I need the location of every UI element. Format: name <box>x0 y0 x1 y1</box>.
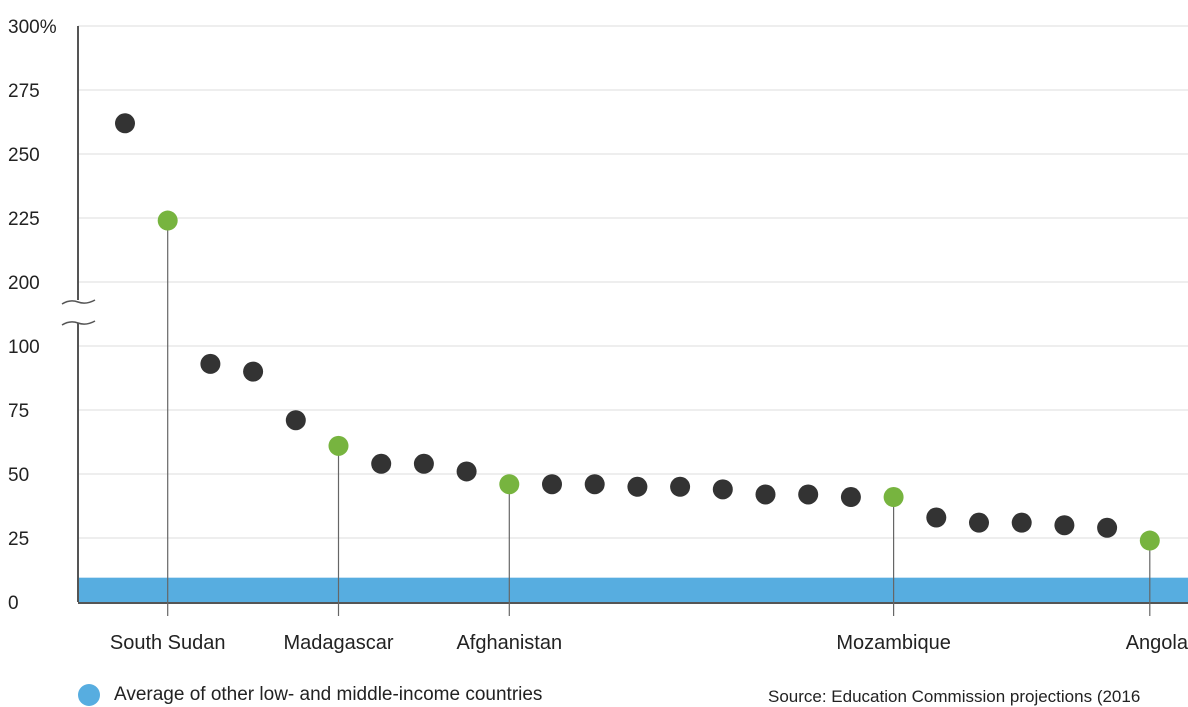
y-tick-label: 25 <box>8 529 29 550</box>
x-category-label: Mozambique <box>836 632 951 654</box>
y-tick-label: 100 <box>8 337 40 358</box>
data-point <box>371 453 392 474</box>
data-points <box>115 113 1160 551</box>
legend-swatch-average <box>78 684 100 706</box>
data-point <box>413 453 434 474</box>
highlighted-data-point <box>1139 530 1160 551</box>
x-category-label: Afghanistan <box>456 632 562 654</box>
data-point <box>1054 515 1075 536</box>
y-tick-label: 200 <box>8 273 40 294</box>
highlighted-data-point <box>883 487 904 508</box>
highlighted-data-point <box>157 210 178 231</box>
average-band-group <box>78 577 1188 602</box>
data-point <box>712 479 733 500</box>
legend-label-average: Average of other low- and middle-income … <box>114 684 543 705</box>
y-tick-label: 250 <box>8 145 40 166</box>
axes <box>61 26 1188 604</box>
source-note: Source: Education Commission projections… <box>768 687 1141 706</box>
data-point <box>627 476 648 497</box>
data-point <box>285 410 306 431</box>
data-point <box>115 113 135 134</box>
axis-break-marker <box>61 299 96 326</box>
data-point <box>1097 517 1118 538</box>
data-point <box>584 474 605 495</box>
x-category-label: South Sudan <box>110 632 226 654</box>
y-tick-label: 50 <box>8 465 29 486</box>
data-point <box>926 507 947 528</box>
x-category-label: Angola <box>1126 632 1188 654</box>
highlighted-data-point <box>499 474 520 495</box>
y-tick-label: 275 <box>8 81 40 102</box>
grid-lines <box>78 25 1188 539</box>
data-point <box>969 512 989 533</box>
data-point <box>670 476 691 497</box>
legend: Average of other low- and middle-income … <box>78 684 542 706</box>
highlighted-data-point <box>328 435 349 456</box>
data-point <box>840 487 861 508</box>
x-category-labels: South Sudan Madagascar Afghanistan Mozambiq… <box>110 632 1188 654</box>
y-tick-label: 225 <box>8 209 40 230</box>
highlight-stems <box>167 220 1151 616</box>
y-tick-label: 75 <box>8 401 29 422</box>
data-point <box>456 461 477 482</box>
data-point <box>798 484 819 505</box>
x-category-label: Madagascar <box>283 632 393 654</box>
data-point <box>542 474 562 495</box>
data-point <box>243 361 264 382</box>
y-tick-label: 0 <box>8 593 19 614</box>
data-point <box>1011 512 1032 533</box>
y-tick-label: 300% <box>8 17 57 38</box>
data-point <box>755 484 776 505</box>
average-band <box>78 577 1188 602</box>
data-point <box>200 353 221 374</box>
